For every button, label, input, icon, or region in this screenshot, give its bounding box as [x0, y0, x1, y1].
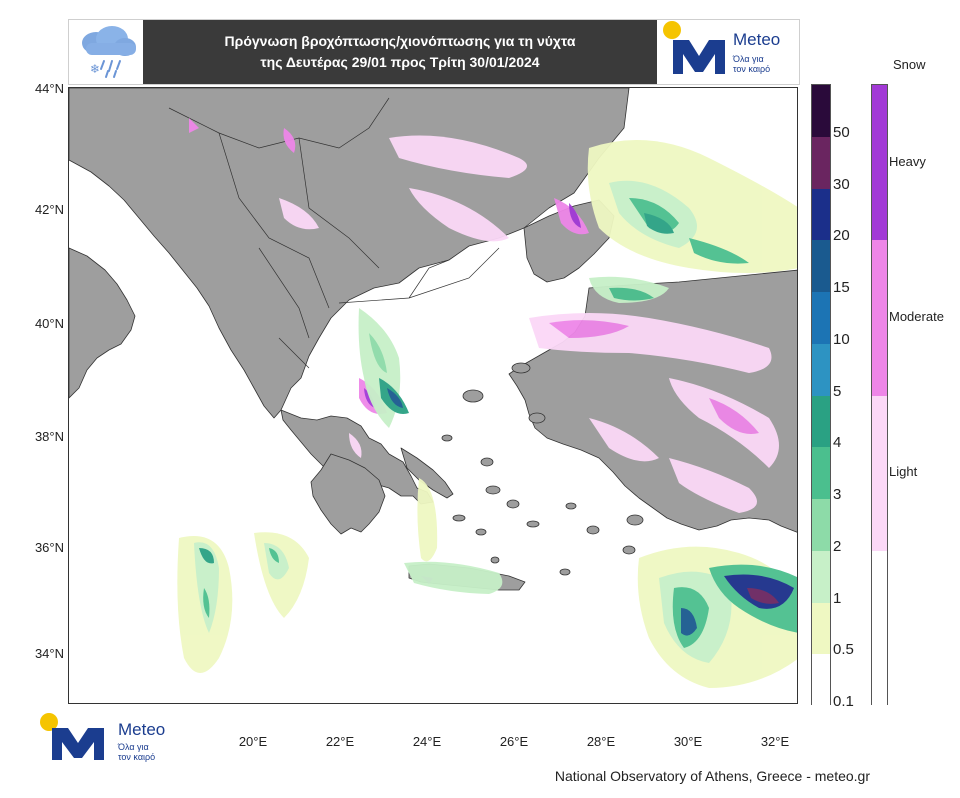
snow-legend-title: Snow — [893, 57, 926, 72]
lat-label: 38°N — [34, 429, 64, 444]
rain-colorbar-label: 3 — [833, 486, 842, 503]
map-canvas — [69, 88, 797, 688]
rain-colorbar-segment — [812, 447, 830, 500]
rain-snow-cloud-icon: ❄ — [70, 21, 142, 83]
snow-level-label: Light — [889, 464, 918, 480]
rain-colorbar-label: 1 — [833, 589, 842, 607]
rain-colorbar-label: 30 — [833, 175, 850, 193]
map-title: Πρόγνωση βροχόπτωσης/χιονόπτωσης για τη … — [143, 20, 657, 84]
rain-colorbar-label: 10 — [833, 330, 850, 348]
logo-tagline-1: Όλα για — [118, 742, 149, 752]
snow-colorbar-segment — [872, 550, 887, 707]
logo-name: Meteo — [733, 30, 781, 49]
lon-label: 20°E — [238, 734, 268, 749]
lon-label: 28°E — [586, 734, 616, 749]
title-line-2: της Δευτέρας 29/01 προς Τρίτη 30/01/2024 — [260, 54, 540, 70]
rain-colorbar-label: 4 — [833, 434, 842, 452]
logo-tagline-1: Όλα για — [733, 54, 764, 64]
logo-tagline-2: τον καιρό — [733, 64, 771, 74]
logo-tagline-2: τον καιρό — [118, 752, 156, 762]
meteo-logo-mark-icon — [663, 21, 725, 74]
meteo-logo-mark-icon — [40, 713, 104, 760]
lat-label: 40°N — [34, 316, 64, 331]
rain-colorbar — [811, 84, 831, 707]
rain-colorbar-segment — [812, 85, 830, 138]
rain-colorbar-segment — [812, 343, 830, 396]
rain-colorbar-segment — [812, 136, 830, 189]
rain-colorbar-label: 5 — [833, 382, 842, 400]
header-bar: ❄ Πρόγνωση βροχόπτωσης/χιονόπτωσης για τ… — [68, 19, 800, 85]
rain-colorbar-segment — [812, 654, 830, 707]
lon-label: 22°E — [325, 734, 355, 749]
logo-name: Meteo — [118, 720, 166, 739]
rain-colorbar-segment — [812, 188, 830, 241]
snow-colorbar-segment — [872, 240, 887, 396]
lat-label: 34°N — [34, 646, 64, 661]
rain-colorbar-segment — [812, 602, 830, 655]
rain-colorbar-segment — [812, 395, 830, 448]
meteo-logo-bottom[interactable]: Meteo Όλα για τον καιρό — [38, 710, 188, 766]
title-line-1: Πρόγνωση βροχόπτωσης/χιονόπτωσης για τη … — [224, 33, 576, 49]
lon-label: 26°E — [499, 734, 529, 749]
snow-level-label: Moderate — [889, 308, 944, 324]
rain-colorbar-label: 0.1 — [833, 693, 854, 710]
svg-text:❄: ❄ — [90, 62, 100, 76]
snow-colorbar — [871, 84, 888, 707]
meteo-logo-top[interactable]: Meteo Όλα για τον καιρό — [659, 20, 799, 84]
lat-label: 44°N — [34, 81, 64, 96]
rain-colorbar-label: 15 — [833, 279, 850, 296]
rain-colorbar-label: 20 — [833, 227, 850, 245]
lon-label: 24°E — [412, 734, 442, 749]
snow-colorbar-labels: Heavy Moderate Light — [889, 84, 955, 705]
forecast-map[interactable] — [68, 87, 798, 704]
snow-level-label: Heavy — [889, 153, 926, 169]
snow-colorbar-segment — [872, 395, 887, 552]
lon-label: 30°E — [673, 734, 703, 749]
footer-credit: National Observatory of Athens, Greece -… — [554, 768, 870, 784]
lat-label: 36°N — [34, 540, 64, 555]
snow-colorbar-segment — [872, 85, 887, 241]
lon-label: 32°E — [760, 734, 790, 749]
rain-colorbar-segment — [812, 240, 830, 293]
rain-colorbar-label: 0.5 — [833, 641, 854, 659]
rain-colorbar-segment — [812, 292, 830, 345]
rain-colorbar-label: 50 — [833, 123, 850, 141]
lat-label: 42°N — [34, 202, 64, 217]
rain-colorbar-label: 2 — [833, 537, 842, 555]
rain-colorbar-segment — [812, 499, 830, 552]
rain-colorbar-segment — [812, 550, 830, 603]
rain-colorbar-labels: 50 30 20 15 10 5 4 3 2 1 0.5 0.1 — [833, 84, 873, 710]
